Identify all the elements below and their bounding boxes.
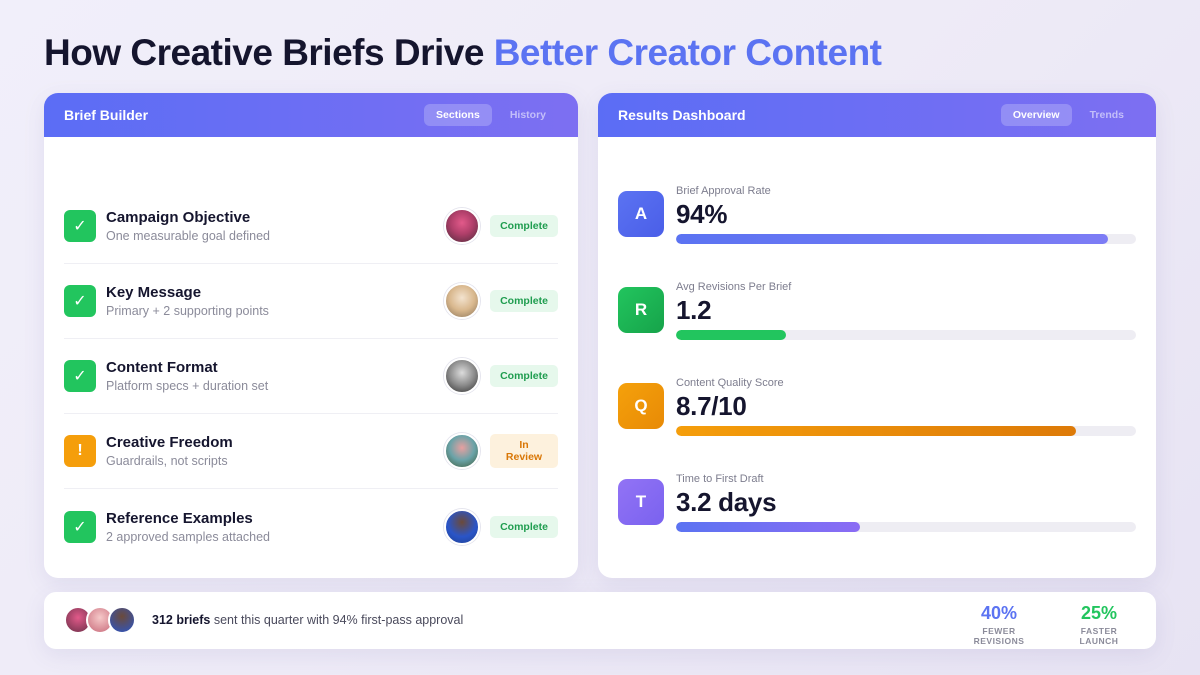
avatar <box>444 508 480 545</box>
status-badge: Complete <box>490 215 558 237</box>
metric-letter-icon: A <box>618 191 664 237</box>
stat-label: FEWER REVISIONS <box>973 626 1025 646</box>
progress-track <box>676 522 1136 532</box>
exclamation-icon: ! <box>64 435 96 467</box>
footer-summary-text: 312 briefs sent this quarter with 94% fi… <box>152 613 463 627</box>
progress-fill <box>676 234 1109 244</box>
stat-faster-launch: 25% FASTER LAUNCH <box>1060 603 1138 646</box>
progress-track <box>676 330 1136 340</box>
results-dashboard-tabs: Overview Trends <box>1000 104 1136 126</box>
progress-track <box>676 426 1136 436</box>
brief-builder-title: Brief Builder <box>64 107 149 123</box>
brief-builder-panel: Brief Builder Sections History ✓ Campaig… <box>44 93 578 578</box>
metric-value: 8.7/10 <box>676 391 747 421</box>
status-badge: Complete <box>490 365 558 387</box>
avatar-stack <box>64 606 144 636</box>
brief-section-creative-freedom[interactable]: ! Creative Freedom Guardrails, not scrip… <box>64 414 558 489</box>
section-subtitle: Platform specs + duration set <box>106 379 269 393</box>
tab-history[interactable]: History <box>509 109 546 121</box>
brief-builder-tabs: Sections History <box>424 104 558 126</box>
metric-approval-rate: A Brief Approval Rate 94% <box>618 185 1136 261</box>
tab-trends[interactable]: Trends <box>1089 109 1124 121</box>
section-title: Reference Examples <box>106 509 253 527</box>
metric-value: 3.2 days <box>676 487 777 517</box>
avatar <box>108 606 136 634</box>
check-icon: ✓ <box>64 210 96 242</box>
stat-value: 40% <box>980 603 1018 623</box>
metric-label: Avg Revisions Per Brief <box>676 281 792 293</box>
metric-letter-icon: R <box>618 287 664 333</box>
results-dashboard-title: Results Dashboard <box>618 107 746 123</box>
metric-content-quality: Q Content Quality Score 8.7/10 <box>618 377 1136 453</box>
section-title: Key Message <box>106 284 202 301</box>
metric-label: Brief Approval Rate <box>676 185 771 197</box>
results-dashboard-panel: Results Dashboard Overview Trends A Brie… <box>598 93 1156 578</box>
section-title: Creative Freedom <box>106 434 233 451</box>
stat-fewer-revisions: 40% FEWER REVISIONS <box>956 603 1042 646</box>
section-subtitle: 2 approved samples attached <box>106 529 270 544</box>
metric-value: 1.2 <box>676 295 712 325</box>
status-badge: Complete <box>490 290 558 312</box>
tab-sections[interactable]: Sections <box>424 104 492 126</box>
progress-track <box>676 234 1136 244</box>
section-subtitle: Guardrails, not scripts <box>106 454 228 468</box>
avatar <box>444 358 480 394</box>
stat-value: 25% <box>1080 603 1118 623</box>
check-icon: ✓ <box>64 360 96 392</box>
page-title-accent: Better Creator Content <box>493 32 882 73</box>
brief-count: 312 briefs <box>152 613 211 627</box>
section-title: Content Format <box>106 359 218 376</box>
metric-time-to-draft: T Time to First Draft 3.2 days <box>618 473 1136 549</box>
brief-section-content-format[interactable]: ✓ Content Format Platform specs + durati… <box>64 339 558 414</box>
results-dashboard-header: Results Dashboard Overview Trends <box>598 93 1156 137</box>
progress-fill <box>676 426 1077 436</box>
metric-label: Content Quality Score <box>676 377 784 389</box>
stat-label: FASTER LAUNCH <box>1079 626 1119 646</box>
metric-avg-revisions: R Avg Revisions Per Brief 1.2 <box>618 281 1136 357</box>
section-title: Campaign Objective <box>106 209 251 226</box>
avatar <box>444 433 480 469</box>
brief-section-reference-examples[interactable]: ✓ Reference Examples 2 approved samples … <box>64 489 558 564</box>
section-subtitle: One measurable goal defined <box>106 229 271 243</box>
metric-value: 94% <box>676 199 728 229</box>
page-title: How Creative Briefs Drive Better Creator… <box>44 32 882 74</box>
status-badge: In Review <box>490 434 558 468</box>
progress-fill <box>676 330 787 340</box>
check-icon: ✓ <box>64 285 96 317</box>
metric-letter-icon: T <box>618 479 664 525</box>
metric-label: Time to First Draft <box>676 473 764 485</box>
brief-section-campaign-objective[interactable]: ✓ Campaign Objective One measurable goal… <box>64 189 558 264</box>
avatar <box>444 208 480 244</box>
status-badge: Complete <box>490 515 558 538</box>
brief-section-list: ✓ Campaign Objective One measurable goal… <box>64 189 558 564</box>
progress-fill <box>676 522 860 532</box>
avatar <box>444 283 480 319</box>
brief-section-key-message[interactable]: ✓ Key Message Primary + 2 supporting poi… <box>64 264 558 339</box>
page-title-main: How Creative Briefs Drive <box>44 32 484 73</box>
tab-overview[interactable]: Overview <box>1000 104 1072 126</box>
summary-footer: 312 briefs sent this quarter with 94% fi… <box>44 592 1156 649</box>
section-subtitle: Primary + 2 supporting points <box>106 304 269 318</box>
check-icon: ✓ <box>64 510 96 543</box>
footer-summary: sent this quarter with 94% first-pass ap… <box>210 613 464 627</box>
brief-builder-header: Brief Builder Sections History <box>44 93 578 137</box>
metric-letter-icon: Q <box>618 383 664 429</box>
